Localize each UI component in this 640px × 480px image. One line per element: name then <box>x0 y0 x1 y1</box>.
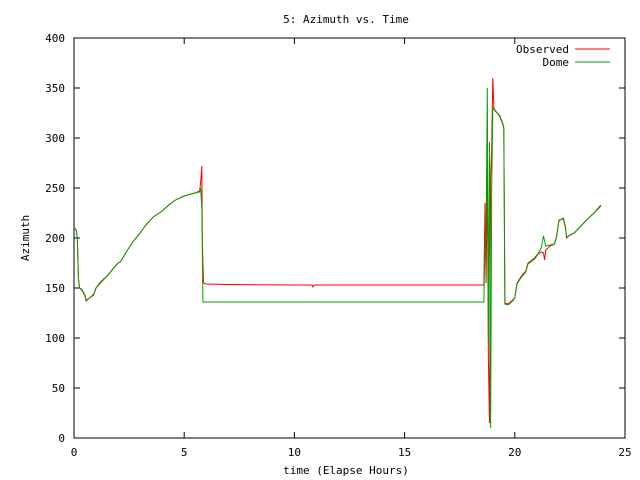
y-axis-label: Azimuth <box>19 215 32 261</box>
x-tick-label: 20 <box>508 446 521 459</box>
x-tick-label: 10 <box>288 446 301 459</box>
x-tick-label: 25 <box>618 446 631 459</box>
y-tick-label: 250 <box>45 182 65 195</box>
plot-frame <box>73 37 626 439</box>
x-tick-label: 0 <box>71 446 78 459</box>
legend-label-dome: Dome <box>543 56 570 69</box>
y-tick-label: 300 <box>45 132 65 145</box>
x-tick-label: 15 <box>398 446 411 459</box>
y-tick-label: 150 <box>45 282 65 295</box>
series-line-dome <box>73 87 602 429</box>
y-tick-label: 50 <box>52 382 65 395</box>
series-line-observed <box>73 77 602 424</box>
y-tick-label: 100 <box>45 332 65 345</box>
y-tick-label: 400 <box>45 32 65 45</box>
y-tick-label: 200 <box>45 232 65 245</box>
legend-label-observed: Observed <box>516 43 569 56</box>
series-lines <box>73 77 602 429</box>
y-tick-label: 0 <box>58 432 65 445</box>
y-tick-label: 350 <box>45 82 65 95</box>
x-axis-label: time (Elapse Hours) <box>283 464 409 477</box>
chart-title: 5: Azimuth vs. Time <box>283 13 409 26</box>
x-tick-label: 5 <box>181 446 188 459</box>
